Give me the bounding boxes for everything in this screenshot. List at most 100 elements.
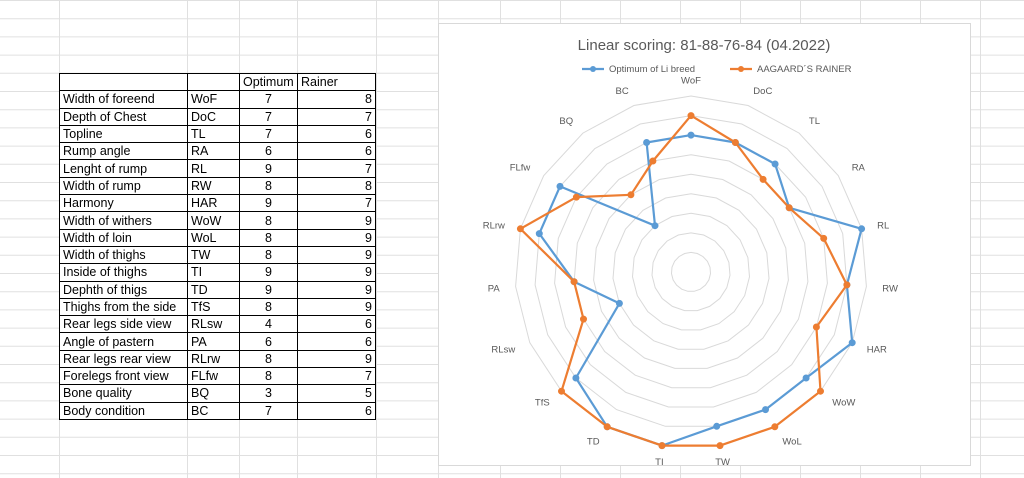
table-cell[interactable]: PA bbox=[187, 332, 240, 351]
table-cell[interactable]: Dephth of thigs bbox=[59, 280, 188, 299]
table-cell[interactable]: RW bbox=[187, 176, 240, 196]
table-cell[interactable]: Inside of thighs bbox=[59, 263, 188, 282]
series-point[interactable] bbox=[649, 157, 657, 165]
table-cell[interactable]: TD bbox=[187, 280, 240, 299]
table-cell[interactable]: WoW bbox=[187, 211, 240, 230]
series-point[interactable] bbox=[658, 442, 666, 450]
table-cell[interactable]: 7 bbox=[239, 401, 298, 420]
table-cell[interactable]: Body condition bbox=[59, 401, 188, 420]
table-cell[interactable]: WoL bbox=[187, 228, 240, 247]
series-point[interactable] bbox=[556, 182, 564, 190]
table-cell[interactable]: 7 bbox=[297, 367, 376, 386]
series-point[interactable] bbox=[516, 225, 524, 233]
table-cell[interactable]: 8 bbox=[239, 211, 298, 230]
table-cell[interactable]: 9 bbox=[297, 211, 376, 230]
series-point[interactable] bbox=[843, 281, 851, 289]
table-cell[interactable]: 9 bbox=[297, 280, 376, 299]
table-cell[interactable]: 6 bbox=[297, 142, 376, 161]
table-cell[interactable]: Depth of Chest bbox=[59, 107, 188, 126]
table-cell[interactable]: Rear legs rear view bbox=[59, 349, 188, 369]
table-cell[interactable]: 8 bbox=[239, 297, 298, 317]
series-point[interactable] bbox=[848, 339, 856, 347]
table-header-cell[interactable] bbox=[59, 72, 188, 92]
table-cell[interactable]: 9 bbox=[239, 280, 298, 299]
table-cell[interactable]: 7 bbox=[297, 107, 376, 126]
table-cell[interactable]: DoC bbox=[187, 107, 240, 126]
table-cell[interactable]: 6 bbox=[239, 142, 298, 161]
table-cell[interactable]: RLrw bbox=[187, 349, 240, 369]
table-cell[interactable]: Width of loin bbox=[59, 228, 188, 247]
table-cell[interactable]: Thighs from the side bbox=[59, 297, 188, 317]
table-cell[interactable]: TL bbox=[187, 124, 240, 144]
series-point[interactable] bbox=[572, 374, 580, 382]
table-header-cell[interactable] bbox=[187, 72, 240, 92]
table-cell[interactable]: 9 bbox=[297, 349, 376, 369]
series-point[interactable] bbox=[572, 193, 580, 201]
table-cell[interactable]: 8 bbox=[239, 228, 298, 247]
series-point[interactable] bbox=[771, 423, 779, 431]
table-cell[interactable]: Lenght of rump bbox=[59, 159, 188, 178]
table-cell[interactable]: 7 bbox=[239, 90, 298, 109]
series-point[interactable] bbox=[615, 299, 623, 307]
table-header-cell[interactable]: Optimum bbox=[239, 72, 298, 92]
series-point[interactable] bbox=[785, 204, 793, 212]
series-point[interactable] bbox=[802, 374, 810, 382]
series-point[interactable] bbox=[716, 442, 724, 450]
series-point[interactable] bbox=[687, 131, 695, 139]
table-cell[interactable]: TfS bbox=[187, 297, 240, 317]
table-cell[interactable]: 9 bbox=[297, 263, 376, 282]
table-cell[interactable]: 6 bbox=[297, 315, 376, 334]
series-point[interactable] bbox=[627, 191, 635, 199]
table-cell[interactable]: WoF bbox=[187, 90, 240, 109]
table-cell[interactable]: RA bbox=[187, 142, 240, 161]
table-cell[interactable]: HAR bbox=[187, 194, 240, 213]
table-cell[interactable]: 8 bbox=[239, 245, 298, 265]
table-cell[interactable]: FLfw bbox=[187, 367, 240, 386]
table-cell[interactable]: TI bbox=[187, 263, 240, 282]
table-cell[interactable]: 7 bbox=[239, 124, 298, 144]
table-cell[interactable]: Width of withers bbox=[59, 211, 188, 230]
series-point[interactable] bbox=[820, 234, 828, 242]
series-point[interactable] bbox=[817, 387, 824, 395]
table-cell[interactable]: 7 bbox=[297, 159, 376, 178]
table-cell[interactable]: Forelegs front view bbox=[59, 367, 188, 386]
table-cell[interactable]: Bone quality bbox=[59, 384, 188, 403]
table-cell[interactable]: 8 bbox=[239, 349, 298, 369]
series-point[interactable] bbox=[687, 112, 695, 120]
series-point[interactable] bbox=[759, 175, 767, 183]
table-cell[interactable]: 6 bbox=[297, 332, 376, 351]
series-point[interactable] bbox=[535, 230, 543, 238]
series-point[interactable] bbox=[603, 423, 611, 431]
table-cell[interactable]: TW bbox=[187, 245, 240, 265]
table-cell[interactable]: Angle of pastern bbox=[59, 332, 188, 351]
table-cell[interactable]: 6 bbox=[297, 124, 376, 144]
series-point[interactable] bbox=[771, 160, 779, 168]
table-cell[interactable]: 6 bbox=[239, 332, 298, 351]
table-cell[interactable]: 7 bbox=[297, 194, 376, 213]
table-cell[interactable]: 9 bbox=[297, 245, 376, 265]
table-cell[interactable]: RLsw bbox=[187, 315, 240, 334]
series-point[interactable] bbox=[731, 139, 739, 146]
table-cell[interactable]: 5 bbox=[297, 384, 376, 403]
table-cell[interactable]: 9 bbox=[239, 194, 298, 213]
radar-chart[interactable]: Linear scoring: 81-88-76-84 (04.2022) Op… bbox=[438, 23, 971, 466]
table-cell[interactable]: Topline bbox=[59, 124, 188, 144]
table-cell[interactable]: BQ bbox=[187, 384, 240, 403]
table-cell[interactable]: Width of thighs bbox=[59, 245, 188, 265]
table-cell[interactable]: BC bbox=[187, 401, 240, 420]
table-cell[interactable]: 8 bbox=[297, 90, 376, 109]
series-point[interactable] bbox=[580, 315, 587, 323]
table-cell[interactable]: RL bbox=[187, 159, 240, 178]
series-point[interactable] bbox=[651, 222, 659, 230]
table-cell[interactable]: 4 bbox=[239, 315, 298, 334]
table-cell[interactable]: 7 bbox=[239, 107, 298, 126]
table-cell[interactable]: 9 bbox=[239, 263, 298, 282]
table-cell[interactable]: Width of foreend bbox=[59, 90, 188, 109]
table-cell[interactable]: Rear legs side view bbox=[59, 315, 188, 334]
series-point[interactable] bbox=[713, 422, 721, 430]
series-point[interactable] bbox=[570, 278, 578, 286]
table-cell[interactable]: 8 bbox=[239, 367, 298, 386]
table-cell[interactable]: Harmony bbox=[59, 194, 188, 213]
table-cell[interactable]: 9 bbox=[239, 159, 298, 178]
series-point[interactable] bbox=[858, 225, 866, 233]
